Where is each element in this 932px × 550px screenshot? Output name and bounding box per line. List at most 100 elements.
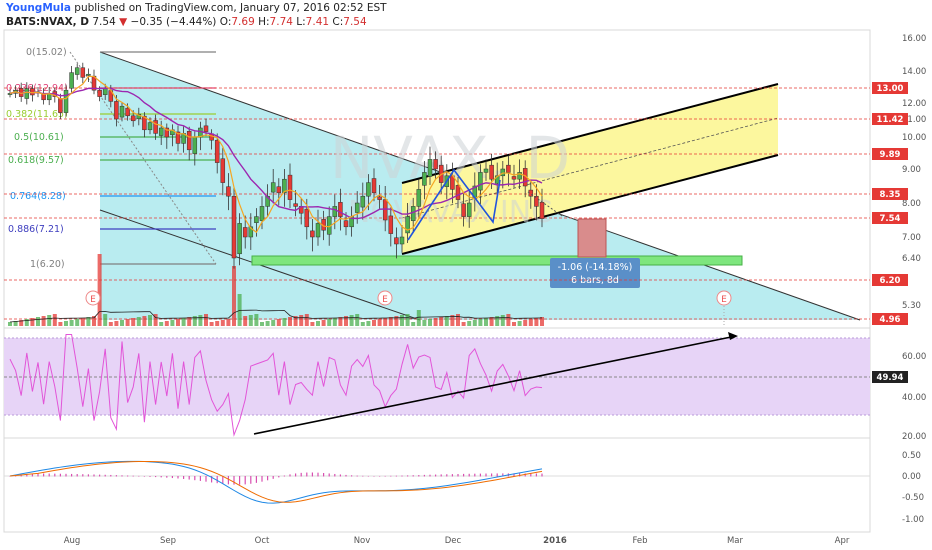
- macd-pane[interactable]: [3, 437, 871, 533]
- rsi-trendline[interactable]: [253, 335, 737, 435]
- histogram-bar: [283, 475, 285, 477]
- volume-bar: [450, 315, 455, 326]
- volume-bar: [13, 321, 18, 326]
- candle-body: [310, 230, 315, 238]
- candle-body: [164, 127, 170, 138]
- candle-body: [259, 206, 265, 221]
- candle-body: [343, 220, 349, 228]
- volume-bar: [276, 319, 281, 326]
- macd-tick: -0.50: [902, 493, 924, 503]
- histogram-bar: [87, 474, 89, 477]
- candle-body: [455, 185, 461, 200]
- macd-tick: 0.00: [902, 472, 921, 482]
- price-tick: 10.00: [902, 133, 926, 143]
- candle-body: [147, 122, 153, 131]
- fib-label: 1(6.20): [30, 259, 65, 270]
- histogram-bar: [306, 472, 308, 477]
- histogram-bar: [446, 474, 448, 477]
- volume-bar: [321, 320, 326, 326]
- rsi-tick: 40.00: [902, 393, 926, 403]
- time-tick: Apr: [835, 536, 850, 546]
- candle-body: [500, 168, 506, 177]
- price-tag: [872, 274, 908, 286]
- candle-body: [74, 67, 80, 75]
- volume-bar: [439, 317, 444, 326]
- volume-bar: [41, 316, 46, 326]
- ascending-channel-top[interactable]: [401, 83, 779, 184]
- ascending-channel-bottom[interactable]: [401, 154, 779, 255]
- volume-bar: [75, 319, 80, 326]
- histogram-bar: [48, 473, 50, 477]
- price-axis[interactable]: 16.00 14.00 12.00 11.00 10.00 9.00 8.00 7.00 6.4…: [872, 34, 926, 525]
- open-label: O:: [219, 16, 232, 28]
- candle-body: [315, 223, 321, 238]
- earnings-marker-feb[interactable]: E: [716, 290, 732, 306]
- candle-body: [226, 186, 231, 197]
- candle-body: [30, 88, 35, 96]
- histogram-bar: [93, 474, 95, 477]
- histogram-bar: [160, 476, 162, 478]
- volume-bar: [47, 315, 52, 326]
- volume-bar: [405, 314, 410, 326]
- price-tick: 12.00: [902, 99, 926, 109]
- candle-body: [203, 125, 209, 132]
- histogram-bar: [261, 476, 263, 482]
- price-tag: [872, 113, 908, 125]
- histogram-bar: [244, 476, 246, 485]
- low-label: L:: [296, 16, 306, 28]
- candle-body: [410, 206, 416, 221]
- open-value: 7.69: [231, 16, 255, 28]
- histogram-bar: [211, 476, 213, 483]
- volume-bar: [24, 319, 29, 326]
- volume-bar: [148, 315, 152, 326]
- dashed-connector: [527, 191, 563, 217]
- candle-body: [175, 131, 181, 144]
- price-tag: [872, 212, 908, 224]
- earnings-marker-aug[interactable]: E: [85, 290, 101, 306]
- zigzag-pattern[interactable]: [407, 168, 501, 241]
- histogram-bar: [43, 473, 45, 477]
- volume-bar: [86, 317, 91, 326]
- histogram-bar: [26, 474, 28, 477]
- fib-trend-line: [69, 51, 217, 265]
- price-tick: 11.00: [902, 115, 926, 125]
- volume-bar: [282, 318, 287, 326]
- volume-bar: [360, 322, 365, 326]
- candle-body: [276, 186, 282, 194]
- histogram-bar: [127, 475, 129, 477]
- time-tick: 2016: [543, 536, 567, 546]
- histogram-bar: [9, 476, 11, 477]
- volume-bar: [500, 315, 505, 326]
- candle-body: [80, 67, 86, 78]
- fibonacci-retracement[interactable]: 0(15.02) 0.236(12.94) 0.382(11.65) 0.5(10.6…: [6, 47, 216, 270]
- candle-body: [158, 127, 164, 136]
- candle-body: [58, 98, 63, 113]
- histogram-bar: [233, 476, 235, 485]
- candle-body: [130, 115, 136, 122]
- candle-body: [382, 199, 388, 221]
- price-tick: 7.00: [902, 233, 921, 243]
- volume-bar: [349, 315, 354, 326]
- candle-body: [511, 176, 517, 180]
- fib-label: 0.5(10.61): [14, 132, 64, 143]
- time-axis[interactable]: Aug Sep Oct Nov Dec 2016 Feb Mar Apr: [64, 536, 850, 546]
- histogram-bar: [104, 474, 106, 477]
- volume-bar: [422, 320, 427, 326]
- symbol-label[interactable]: BATS:NVAX, D: [6, 16, 90, 28]
- candle-body: [192, 136, 198, 154]
- volume-bar: [377, 319, 382, 326]
- histogram-bar: [496, 473, 498, 477]
- volume-bars: [8, 254, 544, 326]
- histogram-bar: [278, 476, 280, 478]
- volume-bar: [495, 316, 500, 326]
- histogram-bar: [166, 476, 168, 478]
- measure-box[interactable]: [577, 218, 607, 258]
- volume-bar: [92, 316, 96, 326]
- support-zone[interactable]: [251, 255, 743, 266]
- author-link[interactable]: YoungMula: [6, 2, 71, 14]
- candle-body: [125, 107, 130, 117]
- earnings-marker-nov[interactable]: E: [377, 290, 393, 306]
- price-tag-label: 11.42: [877, 115, 904, 125]
- price-tag-label: 9.89: [880, 150, 901, 160]
